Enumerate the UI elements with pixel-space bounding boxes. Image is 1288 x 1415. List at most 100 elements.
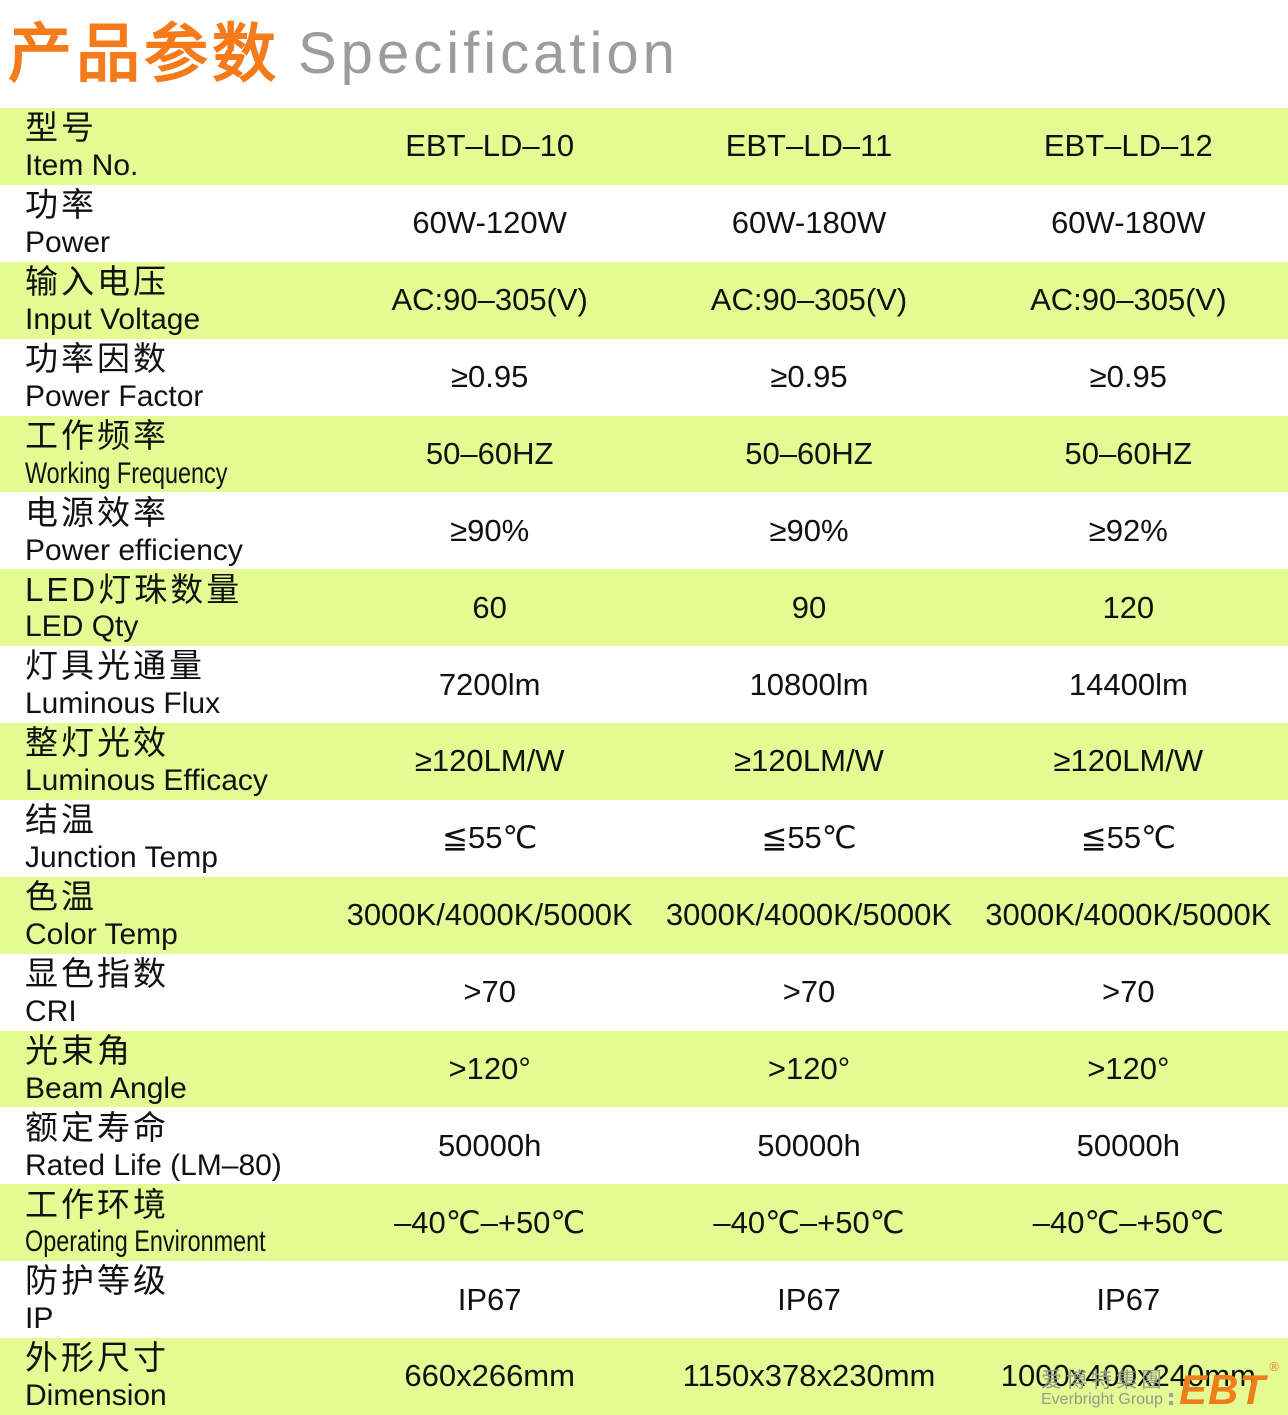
row-label-english: CRI (25, 994, 77, 1028)
row-label-chinese: 工作频率 (25, 416, 169, 454)
spec-value: ≦55℃ (761, 820, 857, 856)
page-header: 产品参数 Specification (0, 0, 1288, 108)
spec-value: 50000h (437, 1127, 542, 1163)
row-label: 功率因数 Power Factor (0, 339, 330, 416)
row-label-chinese: 外形尺寸 (25, 1339, 169, 1377)
row-label-english: Power (25, 226, 111, 260)
spec-value: ≥120LM/W (414, 743, 565, 779)
row-label-chinese: 功率因数 (25, 339, 169, 377)
row-label-chinese: 输入电压 (25, 263, 169, 301)
spec-value: ≥0.95 (1089, 359, 1167, 395)
spec-row: 外形尺寸 Dimension 660x266mm 1150x378x230mm 1000… (0, 1338, 1288, 1415)
spec-value: AC:90–305(V) (391, 282, 588, 318)
spec-value: –40℃–+50℃ (713, 1204, 905, 1240)
row-label: 整灯光效 Luminous Efficacy (0, 723, 330, 800)
row-label-chinese: LED灯珠数量 (25, 570, 243, 608)
spec-value: >70 (1102, 974, 1155, 1010)
spec-value: 50–60HZ (1064, 435, 1193, 471)
spec-row: 显色指数 CRI >70 >70 >70 (0, 954, 1288, 1031)
spec-row: 输入电压 Input Voltage AC:90–305(V) AC:90–305(V… (0, 261, 1288, 339)
spec-value: 3000K/4000K/5000K (985, 897, 1272, 933)
row-label-chinese: 结温 (25, 801, 97, 839)
row-label: 输入电压 Input Voltage (0, 262, 330, 339)
spec-row: 结温 Junction Temp ≦55℃ ≦55℃ ≦55℃ (0, 800, 1288, 877)
row-label-english: Beam Angle (25, 1071, 187, 1105)
spec-value: 10800lm (749, 666, 869, 702)
row-label-english: Power Factor (25, 379, 204, 413)
row-label: 灯具光通量 Luminous Flux (0, 646, 330, 723)
spec-value: –40℃–+50℃ (394, 1204, 586, 1240)
logo-company-chinese: 爱博特集團 (1041, 1369, 1166, 1393)
row-label-english: Color Temp (25, 917, 178, 951)
row-label-chinese: 显色指数 (25, 954, 169, 992)
row-label-english: IP (25, 1302, 54, 1336)
row-label-chinese: 电源效率 (25, 493, 169, 531)
spec-value: IP67 (1096, 1281, 1161, 1317)
ebt-brand-text: EBT (1179, 1366, 1266, 1414)
row-label: 结温 Junction Temp (0, 800, 330, 877)
spec-value: 60W-180W (731, 205, 887, 241)
row-label: 外形尺寸 Dimension (0, 1338, 330, 1415)
spec-row: 型号 Item No. EBT–LD–10 EBT–LD–11 EBT–LD–12 (0, 108, 1288, 185)
specification-table: 型号 Item No. EBT–LD–10 EBT–LD–11 EBT–LD–12 功率 P… (0, 108, 1288, 1415)
spec-value: 60 (472, 589, 507, 625)
row-label: 工作环境 Operating Environment (0, 1184, 330, 1261)
spec-value: ≥90% (769, 512, 849, 548)
row-label-english: Junction Temp (25, 841, 218, 875)
row-label-english: Power efficiency (25, 533, 243, 567)
spec-value: AC:90–305(V) (710, 282, 908, 318)
spec-value: 3000K/4000K/5000K (665, 897, 953, 933)
logo-company-english: Everbright Group (1041, 1391, 1163, 1409)
row-label: 型号 Item No. (0, 108, 330, 185)
row-label-english: Working Frequency (25, 456, 228, 490)
row-label-chinese: 色温 (25, 878, 97, 916)
row-label-chinese: 整灯光效 (25, 724, 169, 762)
spec-value: 50–60HZ (425, 435, 554, 471)
row-label-chinese: 工作环境 (25, 1185, 169, 1223)
row-label: 光束角 Beam Angle (0, 1031, 330, 1108)
row-label-chinese: 光束角 (25, 1031, 133, 1069)
spec-value: ≦55℃ (1080, 820, 1176, 856)
spec-value: ≥120LM/W (1053, 743, 1204, 779)
row-label-chinese: 灯具光通量 (25, 647, 205, 685)
spec-value: ≦55℃ (442, 820, 538, 856)
spec-value: 50000h (757, 1127, 861, 1163)
spec-value: >120° (1087, 1050, 1170, 1086)
spec-row: 工作频率 Working Frequency 50–60HZ 50–60HZ 50–60… (0, 415, 1288, 493)
registered-trademark-icon: ® (1269, 1359, 1280, 1375)
spec-value: 1150x378x230mm (682, 1358, 936, 1394)
row-label: 显色指数 CRI (0, 954, 330, 1031)
spec-value: 60W-180W (1051, 205, 1206, 241)
spec-value: ≥90% (450, 512, 530, 548)
row-label-chinese: 额定寿命 (25, 1108, 169, 1146)
row-label-english: Luminous Flux (25, 687, 221, 721)
spec-value: IP67 (457, 1281, 522, 1317)
spec-value: ≥0.95 (450, 359, 529, 395)
spec-value: 60W-120W (412, 205, 567, 241)
row-label-chinese: 型号 (25, 109, 97, 147)
spec-row: 色温 Color Temp 3000K/4000K/5000K 3000K/4000K… (0, 876, 1288, 954)
row-label: LED灯珠数量 LED Qty (0, 569, 330, 646)
row-label: 色温 Color Temp (0, 877, 330, 954)
ebt-brand-mark: EBT ® (1179, 1360, 1279, 1410)
row-label-english: Input Voltage (25, 302, 201, 336)
logo-text-block: 爱博特集團 Everbright Group (1041, 1370, 1166, 1409)
spec-value: 660x266mm (404, 1358, 575, 1394)
spec-value: 1000x400x240mm (1000, 1358, 1256, 1394)
spec-value: 50–60HZ (745, 435, 873, 471)
row-label-english: Luminous Efficacy (25, 764, 268, 798)
row-label-english: Rated Life (LM–80) (25, 1148, 282, 1182)
row-label: 工作频率 Working Frequency (0, 416, 330, 493)
row-label-english: Item No. (25, 149, 139, 183)
spec-value: 3000K/4000K/5000K (346, 897, 633, 933)
spec-value: EBT–LD–12 (1043, 128, 1213, 164)
spec-row: 额定寿命 Rated Life (LM–80) 50000h 50000h 50000h (0, 1107, 1288, 1184)
spec-value: ≥92% (1088, 512, 1168, 548)
row-label: 电源效率 Power efficiency (0, 492, 330, 569)
row-label-chinese: 功率 (25, 186, 97, 224)
spec-row: 功率 Power 60W-120W 60W-180W 60W-180W (0, 185, 1288, 262)
spec-row: LED灯珠数量 LED Qty 60 90 120 (0, 569, 1288, 647)
spec-value: ≥0.95 (770, 359, 848, 395)
row-label: 防护等级 IP (0, 1261, 330, 1338)
row-label-chinese: 防护等级 (25, 1262, 169, 1300)
